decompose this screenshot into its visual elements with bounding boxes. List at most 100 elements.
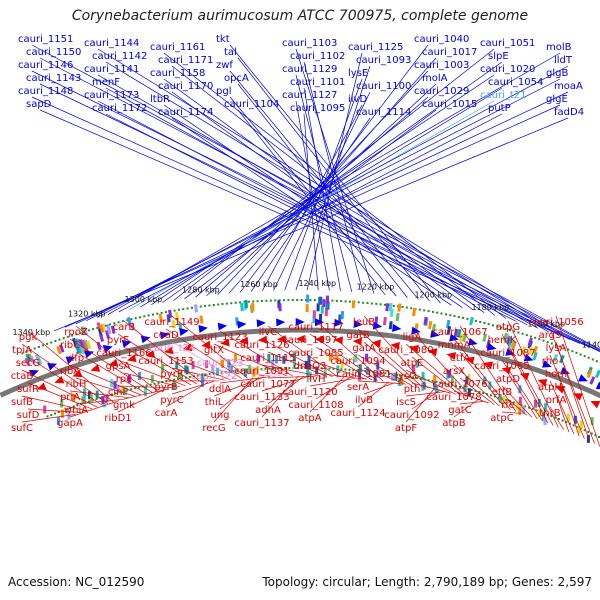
reverse-feature-block — [447, 369, 451, 378]
reverse-label-leader — [549, 406, 564, 430]
reverse-feature-block — [144, 388, 147, 397]
forward-label-leaders — [31, 44, 600, 353]
reverse-tick-dot — [300, 367, 303, 369]
forward-gene-label: cauri_1146 — [18, 60, 73, 71]
reverse-label-leader — [219, 356, 282, 377]
reverse-strand-arrow — [220, 338, 230, 347]
forward-label-leader — [163, 104, 463, 308]
reverse-label-leader — [549, 354, 585, 440]
forward-tick-dot — [362, 301, 365, 304]
forward-tick-dot — [440, 312, 443, 315]
reverse-gene-label: cauri_1115 — [240, 353, 295, 364]
reverse-strand-arrow — [201, 340, 211, 349]
forward-strand-arrow — [179, 328, 189, 336]
forward-tick-dot — [559, 345, 562, 348]
reverse-label-leader — [165, 328, 242, 379]
forward-feature-block — [511, 341, 517, 350]
reverse-feature-block — [227, 359, 231, 368]
reverse-tick-dot — [419, 377, 422, 380]
reverse-gene-label: ilvC — [259, 327, 277, 338]
reverse-feature-block — [450, 375, 454, 384]
reverse-tick-dot — [554, 416, 557, 419]
reverse-feature-block — [275, 355, 278, 364]
forward-feature-block — [171, 319, 176, 329]
forward-tick-dot — [370, 302, 373, 305]
forward-label-leader — [171, 91, 474, 311]
reverse-gene-label: cauri_1126 — [234, 340, 289, 351]
reverse-gene-label: sufD — [17, 410, 40, 421]
reverse-gene-label: gltX — [204, 345, 224, 356]
forward-tick-dot — [563, 347, 566, 350]
reverse-tick-dot — [153, 382, 156, 385]
forward-gene-label: cauri_1100 — [356, 81, 411, 92]
reverse-label-leader — [357, 328, 423, 388]
reverse-tick-dot — [80, 403, 83, 405]
reverse-feature-block — [366, 366, 369, 375]
reverse-gene-label: ligA — [403, 332, 422, 343]
reverse-gene-label: serA — [347, 382, 369, 393]
forward-gene-label: cauri_1127 — [282, 90, 337, 101]
reverse-gene-label: mnmA — [438, 340, 471, 351]
reverse-feature-block — [105, 394, 109, 403]
forward-gene-label: cauri_1142 — [92, 51, 147, 62]
reverse-gene-label: gmk — [113, 400, 135, 411]
reverse-tick-dot — [296, 367, 299, 369]
forward-tick-dot — [357, 301, 360, 304]
reverse-label-leader — [507, 346, 549, 424]
reverse-tick-dot — [196, 374, 199, 377]
reverse-gene-label: atpA — [298, 413, 321, 424]
reverse-feature-block — [465, 376, 469, 385]
reverse-gene-label: cauri_1092 — [384, 410, 439, 421]
forward-feature-block — [411, 307, 417, 317]
forward-gene-label: cauri_1171 — [158, 55, 213, 66]
reverse-tick-dot — [157, 381, 160, 384]
forward-gene-label: sapD — [26, 99, 52, 110]
reverse-feature-block — [412, 364, 416, 373]
forward-tick-dot — [462, 316, 465, 319]
reverse-feature-block — [60, 409, 64, 418]
reverse-gene-label: ribC — [60, 340, 80, 351]
forward-tick-dot — [25, 350, 28, 353]
forward-feature-block — [427, 320, 433, 330]
reverse-gene-label: cauri_1056 — [528, 317, 583, 328]
reverse-tick-dot — [482, 392, 485, 395]
forward-label-leader — [303, 113, 319, 291]
forward-feature-block — [98, 333, 105, 342]
reverse-label-leader — [117, 389, 164, 413]
reverse-label-leader — [267, 351, 327, 377]
reverse-tick-dot — [232, 370, 235, 373]
reverse-tick-dot — [348, 368, 351, 371]
reverse-label-leader — [123, 320, 203, 384]
reverse-label-leader — [123, 372, 180, 388]
forward-tick-dot — [509, 329, 511, 331]
forward-gene-label: molB — [546, 42, 572, 53]
reverse-label-leader — [459, 377, 495, 405]
forward-strand-arrow — [430, 329, 440, 338]
forward-tick-dot — [366, 302, 369, 304]
reverse-gene-label: gatB — [346, 330, 369, 341]
forward-feature-block — [199, 315, 204, 324]
reverse-tick-dot — [173, 378, 176, 381]
genome-backbone — [0, 327, 600, 399]
forward-tick-dot — [309, 299, 312, 302]
reverse-feature-block — [354, 354, 358, 363]
reverse-feature-block — [121, 386, 125, 395]
reverse-tick-dot — [408, 375, 410, 378]
reverse-feature-block — [467, 373, 471, 382]
reverse-tick-dot — [65, 408, 68, 411]
forward-tick-dot — [542, 339, 545, 342]
kbp-tick-label: 1160 kbp — [527, 320, 565, 329]
forward-tick-dot — [37, 346, 40, 348]
forward-tick-dot — [121, 320, 124, 323]
reverse-feature-block — [433, 382, 437, 391]
reverse-tick-dot — [188, 375, 191, 378]
forward-tick-dot — [444, 313, 447, 316]
reverse-feature-block — [537, 399, 541, 407]
reverse-feature-block — [365, 353, 369, 362]
forward-gene-label: cauri_1114 — [356, 107, 411, 118]
forward-feature-block — [318, 313, 323, 322]
reverse-label-leader — [453, 338, 511, 410]
forward-tick-dot — [50, 341, 53, 344]
reverse-feature-block — [175, 361, 179, 370]
